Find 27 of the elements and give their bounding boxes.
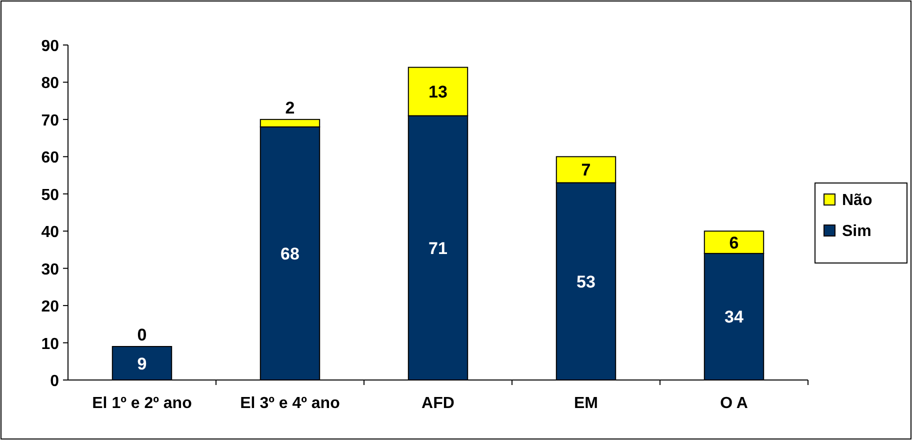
y-tick-label: 50 (41, 186, 60, 204)
y-tick-label: 20 (41, 298, 60, 316)
y-tick-label: 10 (41, 336, 60, 353)
legend-label: Sim (842, 223, 872, 240)
data-label: 71 (428, 238, 448, 258)
data-label: 53 (576, 272, 596, 292)
y-tick-label: 60 (41, 150, 60, 167)
data-label: 34 (724, 308, 744, 327)
y-tick-label: 90 (41, 38, 60, 55)
data-label: 2 (285, 98, 295, 118)
data-label: 7 (581, 160, 591, 180)
x-tick-label: El 3º e 4º ano (240, 395, 340, 412)
data-label: 0 (137, 326, 147, 344)
y-tick-label: 0 (50, 373, 60, 390)
y-tick-label: 70 (41, 112, 60, 130)
data-label: 6 (729, 233, 739, 252)
x-tick-label: El 1º e 2º ano (92, 395, 192, 412)
x-tick-label: O A (720, 395, 748, 412)
y-tick-label: 80 (41, 75, 60, 92)
x-tick-label: AFD (422, 395, 454, 412)
y-tick-label: 30 (41, 261, 60, 278)
data-label: 9 (137, 354, 147, 374)
data-label: 68 (280, 244, 300, 264)
legend-label: Não (842, 192, 872, 209)
y-tick-label: 40 (41, 224, 60, 242)
x-tick-label: EM (574, 395, 598, 412)
data-label: 13 (428, 82, 448, 102)
